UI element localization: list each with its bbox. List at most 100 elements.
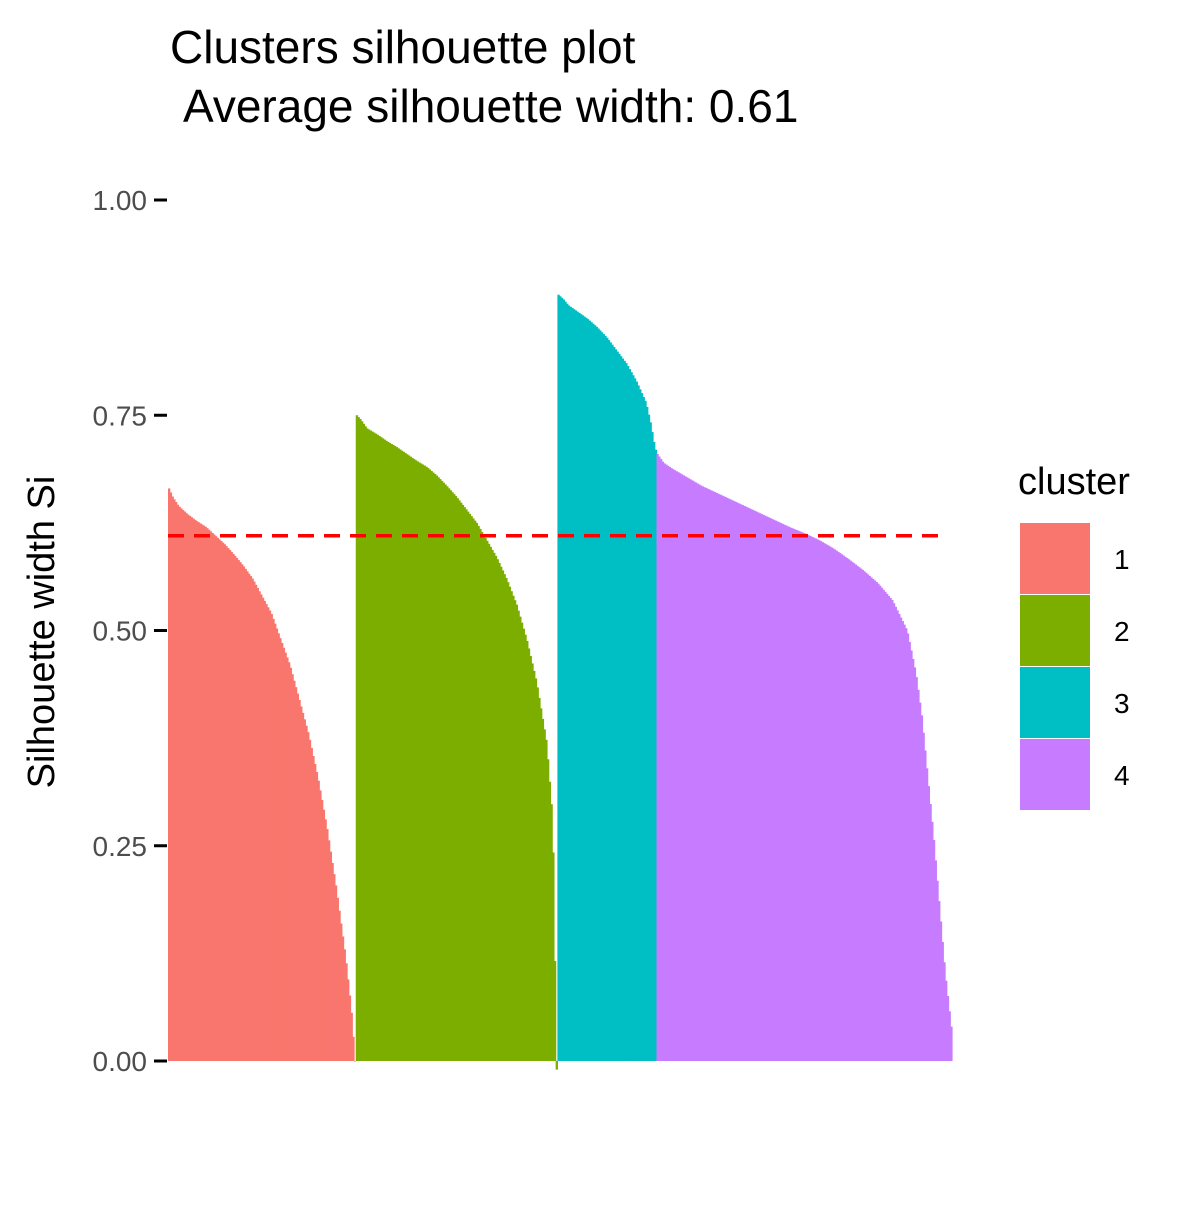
- silhouette-bar: [918, 702, 922, 1061]
- silhouette-bar: [317, 780, 320, 1061]
- silhouette-bar: [776, 521, 779, 1061]
- silhouette-bar: [232, 553, 235, 1061]
- silhouette-bar: [863, 571, 866, 1061]
- silhouette-bar: [378, 435, 381, 1061]
- silhouette-bar: [388, 442, 392, 1061]
- silhouette-bar: [689, 479, 692, 1061]
- legend-label-2: 2: [1114, 616, 1130, 647]
- silhouette-bar: [515, 604, 519, 1061]
- silhouette-bar: [522, 628, 525, 1061]
- silhouette-bar: [369, 430, 372, 1061]
- silhouette-bar: [387, 441, 390, 1061]
- silhouette-bar: [557, 294, 560, 1062]
- silhouette-bar: [456, 498, 459, 1061]
- silhouette-bar: [409, 456, 412, 1061]
- silhouette-bar: [938, 901, 941, 1061]
- silhouette-bar: [392, 445, 395, 1061]
- silhouette-bar: [427, 468, 430, 1061]
- silhouette-bar: [242, 566, 246, 1061]
- silhouette-bar: [214, 536, 218, 1061]
- silhouette-bar: [618, 353, 621, 1061]
- silhouette-bar: [633, 378, 637, 1062]
- silhouette-bar: [270, 614, 273, 1061]
- silhouette-bar: [887, 595, 891, 1061]
- silhouette-bar: [910, 650, 913, 1061]
- silhouette-bar: [503, 574, 506, 1061]
- silhouette-bar: [336, 897, 339, 1061]
- silhouette-bar: [920, 715, 924, 1061]
- silhouette-bar: [371, 431, 374, 1061]
- silhouette-bar: [868, 575, 871, 1061]
- silhouette-bar: [939, 921, 943, 1061]
- silhouette-bar: [400, 450, 404, 1061]
- silhouette-bar: [905, 628, 908, 1061]
- silhouette-bar: [729, 499, 732, 1061]
- silhouette-bar: [877, 583, 880, 1061]
- silhouette-bar: [788, 527, 791, 1061]
- silhouette-bar: [752, 510, 755, 1061]
- silhouette-bar: [265, 604, 268, 1061]
- silhouette-bar: [284, 652, 287, 1061]
- silhouette-bar: [823, 543, 826, 1061]
- silhouette-bar: [833, 549, 837, 1061]
- silhouette-bar: [950, 1026, 953, 1061]
- silhouette-bar: [882, 589, 885, 1061]
- silhouette-bar: [491, 549, 494, 1061]
- silhouette-bar: [493, 552, 496, 1061]
- silhouette-bar: [703, 487, 706, 1061]
- silhouette-bar: [658, 456, 661, 1061]
- silhouette-bar: [759, 513, 762, 1061]
- silhouette-bar: [710, 490, 713, 1062]
- silhouette-bar: [821, 542, 824, 1061]
- silhouette-bar: [861, 569, 864, 1061]
- silhouette-bar: [439, 479, 442, 1061]
- silhouette-bar: [168, 488, 171, 1061]
- silhouette-bar: [209, 531, 213, 1061]
- silhouette-bar: [929, 803, 932, 1061]
- silhouette-bar: [635, 381, 638, 1062]
- silhouette-bar: [908, 641, 911, 1061]
- silhouette-bar: [465, 509, 468, 1061]
- silhouette-bar: [489, 546, 492, 1061]
- silhouette-bar: [852, 563, 856, 1061]
- silhouette-bar: [616, 351, 619, 1062]
- silhouette-bar: [767, 517, 771, 1061]
- silhouette-bar: [303, 719, 306, 1061]
- silhouette-bar: [825, 544, 828, 1061]
- silhouette-bar: [308, 739, 312, 1061]
- silhouette-bar: [832, 548, 835, 1061]
- silhouette-bar: [866, 574, 870, 1061]
- silhouette-bar: [430, 471, 433, 1061]
- silhouette-bar: [840, 554, 844, 1061]
- silhouette-bar: [555, 1061, 558, 1070]
- silhouette-bar: [639, 389, 642, 1061]
- silhouette-bar: [670, 468, 673, 1062]
- silhouette-bar: [630, 372, 633, 1061]
- silhouette-bar: [314, 764, 317, 1061]
- silhouette-bar: [258, 591, 261, 1061]
- silhouette-bar: [393, 446, 397, 1061]
- silhouette-bar: [354, 1061, 357, 1062]
- silhouette-bar: [432, 472, 435, 1061]
- silhouette-bar: [362, 423, 366, 1061]
- legend: cluster 1 2 3 4: [1018, 461, 1130, 810]
- silhouette-bar: [194, 519, 197, 1061]
- silhouette-bar: [816, 539, 819, 1061]
- silhouette-bar: [847, 559, 851, 1061]
- cluster-1-bars: [168, 488, 357, 1062]
- silhouette-bar: [602, 334, 605, 1061]
- silhouette-bar: [753, 510, 757, 1062]
- silhouette-bar: [249, 576, 253, 1061]
- silhouette-bar: [793, 529, 797, 1061]
- silhouette-bar: [508, 586, 512, 1061]
- silhouette-bar: [169, 492, 173, 1062]
- silhouette-bar: [510, 591, 513, 1061]
- legend-title: cluster: [1018, 461, 1130, 503]
- silhouette-bar: [550, 804, 553, 1061]
- silhouette-bar: [517, 610, 520, 1061]
- plot-area: [168, 294, 953, 1070]
- cluster-3-bars: [557, 294, 658, 1062]
- legend-label-4: 4: [1114, 760, 1130, 791]
- silhouette-bar: [534, 678, 538, 1061]
